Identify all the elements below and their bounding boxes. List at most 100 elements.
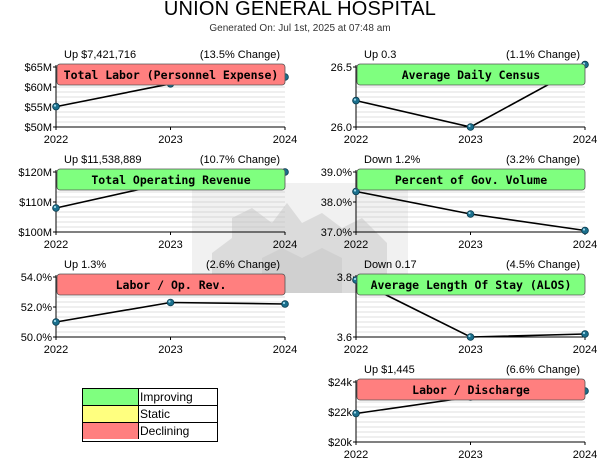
chart-title-banner — [356, 273, 586, 296]
chart-title: Average Daily Census — [402, 68, 540, 82]
x-tick-label: 2023 — [458, 449, 482, 461]
legend-item-declining: Declining — [83, 423, 217, 440]
legend-swatch — [83, 389, 139, 405]
page-title: UNION GENERAL HOSPITAL — [163, 0, 437, 20]
y-tick-label: $20k — [328, 437, 352, 449]
y-tick-label: 54.0% — [21, 272, 52, 284]
y-tick-label: 3.6 — [337, 332, 352, 344]
chart-title: Average Length Of Stay (ALOS) — [371, 278, 572, 292]
chart-total-operating-revenue: Up $11,538,889 (10.7% Change) $100M $110M $1… — [0, 150, 300, 258]
chart-average-daily-census: Up 0.3 (1.1% Change) 26.0 26.5 2022 2023 2024 A… — [300, 45, 600, 153]
trend-label: Up 0.3 — [364, 49, 396, 61]
status-legend: Improving Static Declining — [82, 388, 218, 442]
data-point — [466, 210, 475, 218]
data-point — [466, 123, 475, 131]
chart-percent-gov-volume: Down 1.2% (3.2% Change) 37.0% 38.0% 39.0% 202… — [300, 150, 600, 258]
x-tick-label: 2022 — [44, 239, 68, 251]
legend-label: Declining — [140, 424, 190, 438]
y-tick-label: $100M — [18, 227, 52, 239]
x-tick-label: 2024 — [273, 239, 297, 251]
change-label: (1.1% Change) — [506, 49, 580, 61]
data-point-highlight — [53, 104, 57, 107]
data-point-highlight — [282, 301, 286, 305]
y-tick-label: 26.5 — [331, 62, 352, 74]
data-point-highlight — [53, 205, 57, 209]
trend-label: Down 0.17 — [364, 259, 417, 271]
data-point — [466, 333, 475, 341]
change-label: (3.2% Change) — [506, 154, 580, 166]
chart-title-banner — [356, 168, 586, 191]
change-label: (13.5% Change) — [200, 49, 280, 61]
legend-label: Static — [140, 407, 171, 421]
chart-title: Percent of Gov. Volume — [395, 173, 547, 187]
x-tick-label: 2022 — [344, 134, 368, 146]
legend-swatch — [83, 406, 139, 422]
chart-svg: Down 1.2% (3.2% Change) 37.0% 38.0% 39.0% 202… — [321, 154, 597, 251]
x-tick-label: 2023 — [158, 344, 182, 356]
change-label: (2.6% Change) — [206, 259, 280, 271]
data-point-highlight — [353, 189, 357, 192]
chart-svg: Up 1.3% (2.6% Change) 50.0% 52.0% 54.0% 2022 2… — [21, 259, 297, 356]
x-tick-label: 2023 — [158, 134, 182, 146]
data-point-highlight — [582, 331, 586, 335]
data-point — [581, 226, 589, 235]
x-tick-label: 2024 — [573, 134, 597, 146]
data-point — [581, 330, 589, 338]
data-point-highlight — [468, 124, 471, 128]
legend-item-improving: Improving — [83, 389, 217, 406]
chart-title-banner — [56, 63, 286, 86]
legend-label: Improving — [140, 390, 193, 404]
chart-svg: Up $1,445 (6.6% Change) $20k $22k $24k 2022 20… — [328, 364, 597, 461]
data-point-highlight — [468, 334, 471, 338]
chart-title-banner — [56, 273, 286, 296]
data-point — [352, 96, 360, 105]
y-tick-label: $24k — [328, 377, 352, 389]
chart-title: Total Operating Revenue — [91, 173, 250, 187]
x-tick-label: 2022 — [44, 134, 68, 146]
y-tick-label: $50M — [24, 122, 52, 134]
change-label: (4.5% Change) — [506, 259, 580, 271]
y-tick-label: 50.0% — [21, 332, 52, 344]
data-point — [52, 102, 60, 111]
data-point-highlight — [53, 319, 57, 323]
generated-timestamp: Generated On: Jul 1st, 2025 at 07:48 am — [209, 23, 391, 34]
chart-svg: Up 0.3 (1.1% Change) 26.0 26.5 2022 2023 2024 A… — [331, 49, 598, 146]
y-tick-label: $110M — [19, 197, 52, 209]
data-point-highlight — [582, 228, 586, 231]
trend-label: Up $1,445 — [364, 364, 415, 376]
y-tick-label: $120M — [18, 167, 52, 179]
chart-svg: Up $11,538,889 (10.7% Change) $100M $110M $1… — [18, 154, 297, 251]
x-tick-label: 2023 — [458, 344, 482, 356]
data-point-highlight — [353, 411, 357, 414]
x-tick-label: 2024 — [273, 344, 297, 356]
x-tick-label: 2024 — [573, 239, 597, 251]
chart-title: Labor / Discharge — [412, 383, 530, 397]
y-tick-label: $22k — [328, 407, 352, 419]
x-tick-label: 2023 — [458, 134, 482, 146]
y-tick-label: 37.0% — [321, 227, 352, 239]
legend-swatch — [83, 423, 139, 439]
x-tick-label: 2022 — [344, 449, 368, 461]
chart-labor-op-rev: Up 1.3% (2.6% Change) 50.0% 52.0% 54.0% 2022 2… — [0, 255, 300, 363]
chart-svg: Up $7,421,716 (13.5% Change) $50M $55M $60M $… — [24, 49, 297, 146]
y-tick-label: 3.8 — [337, 272, 352, 284]
chart-average-length-of-stay: Down 0.17 (4.5% Change) 3.6 3.8 2022 2023 2024… — [300, 255, 600, 363]
y-tick-label: 39.0% — [321, 167, 352, 179]
x-tick-label: 2024 — [273, 134, 297, 146]
x-tick-label: 2024 — [573, 344, 597, 356]
data-point — [352, 409, 360, 418]
trend-label: Up $7,421,716 — [64, 49, 136, 61]
data-point — [52, 318, 60, 326]
x-tick-label: 2022 — [344, 344, 368, 356]
chart-title-banner — [356, 63, 586, 86]
y-tick-label: 26.0 — [331, 122, 352, 134]
trend-label: Up $11,538,889 — [64, 154, 141, 166]
x-tick-label: 2022 — [344, 239, 368, 251]
x-tick-label: 2023 — [458, 239, 482, 251]
x-tick-label: 2022 — [44, 344, 68, 356]
y-tick-label: $60M — [24, 82, 52, 94]
data-point — [281, 300, 289, 308]
data-point-highlight — [168, 300, 171, 303]
data-point — [166, 298, 175, 307]
x-tick-label: 2023 — [158, 239, 182, 251]
